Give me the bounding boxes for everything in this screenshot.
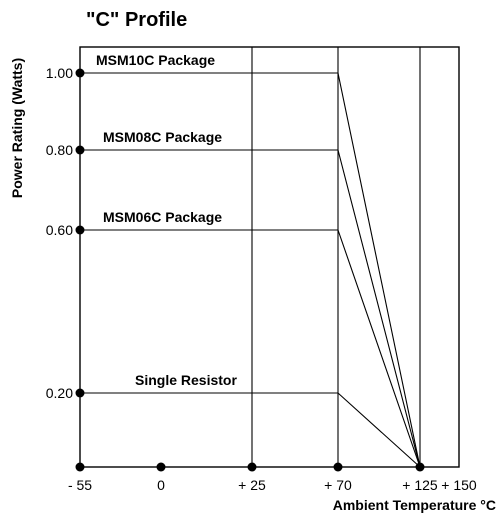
series-line-msm10c-package — [80, 72, 421, 468]
x-tick-marker — [333, 462, 343, 472]
x-tick-marker — [156, 462, 166, 472]
axis-ticks: - 55 0 + 25 + 70 + 125 + 150 0.20 0.60 0.80 1.00 — [46, 65, 477, 493]
x-tick-marker — [415, 462, 425, 472]
series-start-marker-msm08c-package — [75, 145, 85, 155]
x-tick-label: - 55 — [68, 477, 92, 493]
y-axis-label: Power Rating (Watts) — [9, 58, 25, 198]
x-tick-label: + 125 — [402, 477, 438, 493]
series-start-marker-single-resistor — [75, 388, 85, 398]
y-tick-label: 0.20 — [46, 385, 73, 401]
series-lines — [75, 68, 421, 468]
x-tick-marker — [75, 462, 85, 472]
x-tick-label: + 150 — [441, 477, 477, 493]
chart-title: "C" Profile — [86, 9, 187, 31]
series-labels: MSM10C Package MSM08C Package MSM06C Packa… — [96, 52, 237, 388]
y-tick-label: 0.60 — [46, 222, 73, 238]
series-line-msm06c-package — [80, 229, 421, 468]
x-tick-marker — [247, 462, 257, 472]
series-label-single-resistor: Single Resistor — [135, 372, 237, 388]
y-tick-label: 0.80 — [46, 142, 73, 158]
series-label-msm10c-package: MSM10C Package — [96, 52, 215, 68]
x-axis-label: Ambient Temperature °C — [333, 497, 496, 513]
grid-lines — [251, 47, 421, 467]
x-tick-label: + 25 — [238, 477, 266, 493]
series-label-msm08c-package: MSM08C Package — [103, 129, 222, 145]
x-tick-label: + 70 — [324, 477, 352, 493]
series-line-single-resistor — [80, 392, 421, 468]
plot-frame — [79, 46, 460, 468]
series-label-msm06c-package: MSM06C Package — [103, 209, 222, 225]
y-tick-label: 1.00 — [46, 65, 73, 81]
series-start-marker-msm06c-package — [75, 225, 85, 235]
series-start-marker-msm10c-package — [75, 68, 85, 78]
series-line-msm08c-package — [80, 149, 421, 468]
x-tick-label: 0 — [157, 477, 165, 493]
